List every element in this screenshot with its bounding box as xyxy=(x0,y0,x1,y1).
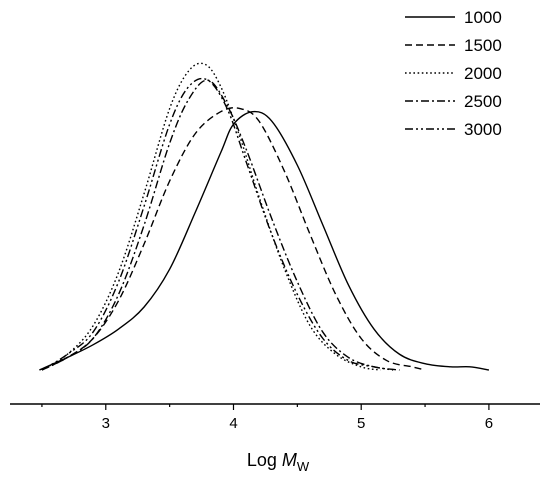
legend-label-1000: 1000 xyxy=(464,8,502,27)
legend-label-1500: 1500 xyxy=(464,36,502,55)
legend-label-2500: 2500 xyxy=(464,92,502,111)
x-axis-label-sub: W xyxy=(297,459,310,474)
x-tick-label: 5 xyxy=(357,415,365,432)
x-axis-label: Log MW xyxy=(247,450,310,474)
series-layer xyxy=(39,62,490,371)
x-tick-label: 6 xyxy=(485,415,493,432)
series-line-3000 xyxy=(41,77,394,371)
series-line-1500 xyxy=(41,107,426,371)
series-line-2500 xyxy=(41,79,400,371)
series-line-1000 xyxy=(39,110,490,371)
x-ticks: 3 4 5 6 xyxy=(41,404,493,432)
legend-label-2000: 2000 xyxy=(464,64,502,83)
x-tick-label: 3 xyxy=(102,415,110,432)
legend: 1000 1500 2000 2500 3000 xyxy=(405,8,502,139)
legend-label-3000: 3000 xyxy=(464,120,502,139)
x-tick-label: 4 xyxy=(229,415,237,432)
series-line-2000 xyxy=(41,62,381,371)
x-axis-label-var: M xyxy=(282,450,297,470)
x-axis-label-prefix: Log xyxy=(247,450,282,470)
